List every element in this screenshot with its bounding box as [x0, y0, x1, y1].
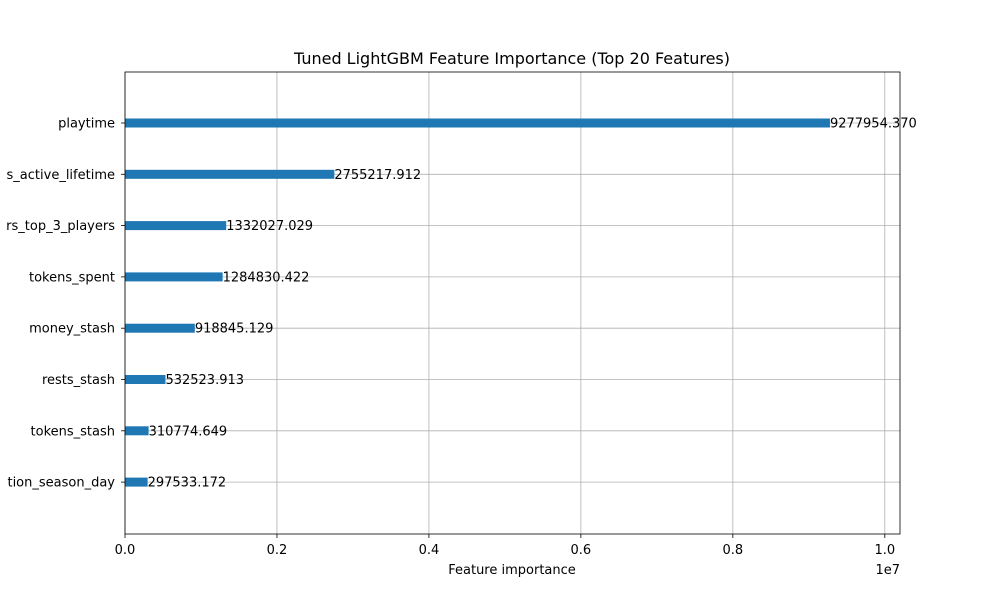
bar-rests_stash — [125, 375, 166, 384]
bar-money_stash — [125, 323, 195, 333]
value-label: 532523.913 — [165, 373, 244, 388]
y-tick-label: playtime — [58, 117, 115, 132]
plot-frame — [124, 71, 901, 535]
y-tick-label: tokens_spent — [29, 270, 115, 285]
y-tick-label: tokens_stash — [31, 424, 115, 439]
y-axis-ticks: playtime s_active_lifetime rs_top_3_player… — [6, 117, 125, 491]
y-tick-label: tion_season_day — [7, 476, 115, 491]
x-tick-label: 0.4 — [419, 543, 440, 558]
value-label: 310774.649 — [149, 424, 228, 439]
value-label: 918845.129 — [195, 322, 274, 337]
x-tick-label: 0.8 — [722, 543, 743, 558]
bar-tion_season_day — [125, 477, 148, 487]
y-tick-label: rests_stash — [42, 373, 115, 388]
x-axis-ticks: 0.0 0.2 0.4 0.6 0.8 1.0 — [115, 534, 895, 558]
y-tick-label: money_stash — [29, 322, 115, 337]
bar-s_active_lifetime — [125, 169, 335, 179]
value-label: 1284830.422 — [223, 270, 310, 285]
value-label: 9277954.370 — [830, 117, 917, 132]
x-axis-label: Feature importance — [448, 563, 576, 578]
bar-tokens_stash — [125, 426, 149, 436]
bar-playtime — [125, 118, 830, 128]
value-labels: 9277954.370 2755217.912 1332027.029 1284830… — [148, 117, 917, 491]
x-tick-label: 1.0 — [874, 543, 895, 558]
x-tick-label: 0.2 — [267, 543, 288, 558]
bar-rs_top_3_players — [125, 221, 227, 231]
y-tick-label: rs_top_3_players — [6, 219, 115, 234]
value-label: 297533.172 — [148, 476, 227, 491]
x-tick-label: 0.0 — [115, 543, 136, 558]
y-tick-label: s_active_lifetime — [7, 168, 115, 183]
value-label: 2755217.912 — [334, 168, 421, 183]
bar-tokens_spent — [125, 272, 223, 282]
x-axis-offset-label: 1e7 — [875, 563, 900, 578]
plot-area — [125, 72, 900, 534]
x-tick-label: 0.6 — [571, 543, 592, 558]
chart-title: Tuned LightGBM Feature Importance (Top 2… — [293, 49, 730, 68]
bars — [125, 118, 830, 487]
value-label: 1332027.029 — [226, 219, 313, 234]
